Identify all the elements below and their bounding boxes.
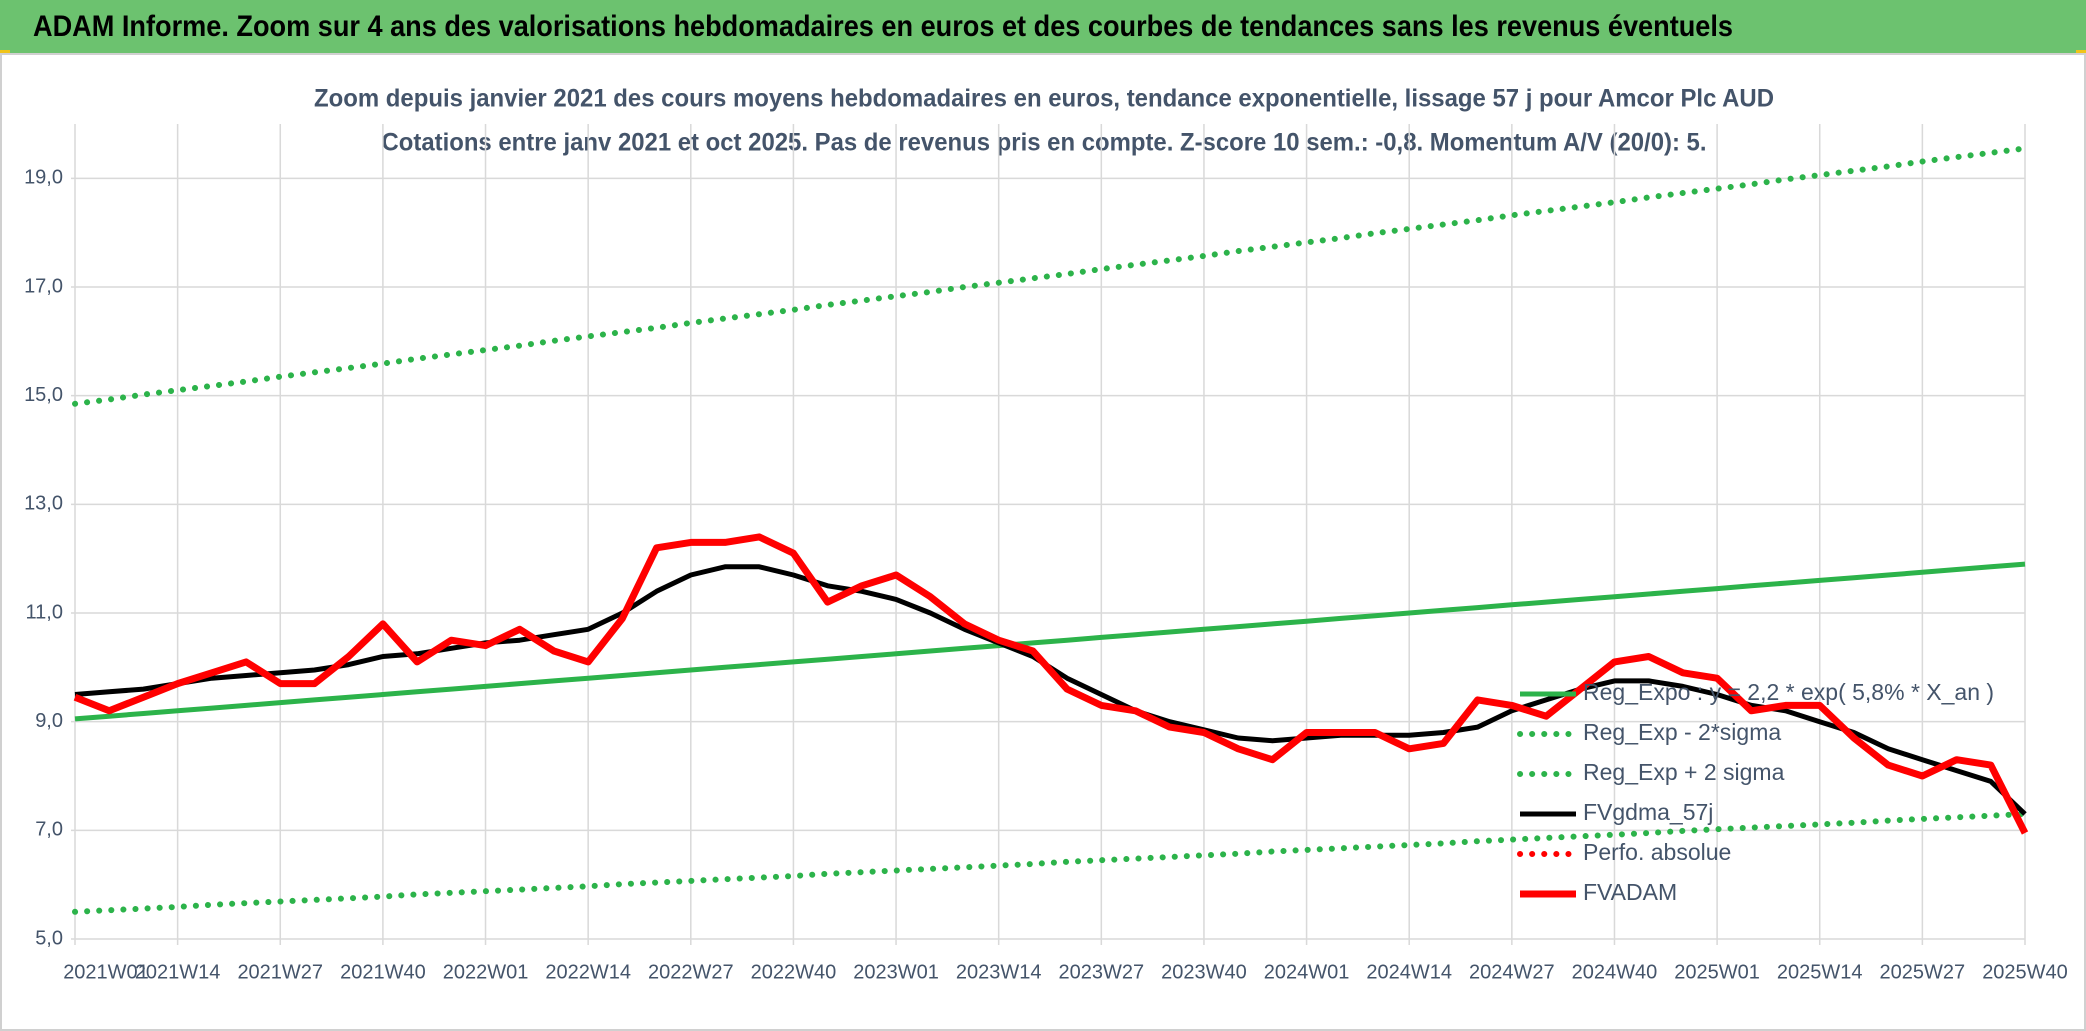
x-tick-label: 2025W01 [1674,961,1760,983]
plot-lines [72,145,2029,915]
x-tick-label: 2025W14 [1777,961,1863,983]
series-line [72,145,2028,407]
grid: 5,07,09,011,013,015,017,019,02021W012021… [24,124,2068,983]
legend-label: FVADAM [1583,879,1677,905]
x-tick-label: 2024W01 [1264,961,1350,983]
legend-label: Reg_Exp + 2 sigma [1583,759,1785,785]
y-tick-label: 15,0 [24,384,63,406]
series-line [73,533,2029,835]
legend-label: Reg_Exp - 2*sigma [1583,719,1781,745]
y-tick-label: 9,0 [35,710,63,732]
legend-label: Reg_Expo : y = 2,2 * exp( 5,8% * X_an ) [1583,679,1994,705]
banner-accent [2076,50,2086,55]
x-tick-label: 2024W14 [1366,961,1452,983]
x-tick-label: 2021W01 [63,961,149,983]
header-banner [0,0,2086,54]
y-tick-label: 17,0 [24,275,63,297]
x-tick-label: 2022W27 [648,961,734,983]
y-tick-label: 5,0 [35,927,63,949]
y-tick-label: 7,0 [35,819,63,841]
header-title: ADAM Informe. Zoom sur 4 ans des valoris… [33,10,1733,43]
x-tick-label: 2022W14 [545,961,631,983]
x-tick-label: 2023W14 [956,961,1042,983]
legend-label: FVgdma_57j [1583,799,1713,825]
chart-border [0,53,2086,1031]
y-tick-label: 13,0 [24,493,63,515]
x-tick-label: 2025W40 [1982,961,2068,983]
x-tick-label: 2025W27 [1880,961,1966,983]
series-line [74,561,2026,722]
x-tick-label: 2021W14 [135,961,221,983]
x-tick-label: 2024W27 [1469,961,1555,983]
x-tick-label: 2023W40 [1161,961,1247,983]
banner-accent [0,50,10,55]
chart-title: Zoom depuis janvier 2021 des cours moyen… [314,85,1774,113]
legend-label: Perfo. absolue [1583,839,1731,865]
x-tick-label: 2021W27 [237,961,323,983]
x-tick-label: 2022W40 [751,961,837,983]
x-tick-label: 2022W01 [443,961,529,983]
x-tick-label: 2024W40 [1572,961,1658,983]
y-tick-label: 11,0 [26,601,63,623]
y-tick-label: 19,0 [24,167,63,189]
legend: Reg_Expo : y = 2,2 * exp( 5,8% * X_an ) R… [1517,679,1994,905]
x-tick-label: 2021W40 [340,961,426,983]
x-tick-label: 2023W27 [1059,961,1145,983]
x-tick-label: 2023W01 [853,961,939,983]
series-line [72,811,2028,915]
chart-subtitle: Cotations entre janv 2021 et oct 2025. P… [382,129,1707,157]
